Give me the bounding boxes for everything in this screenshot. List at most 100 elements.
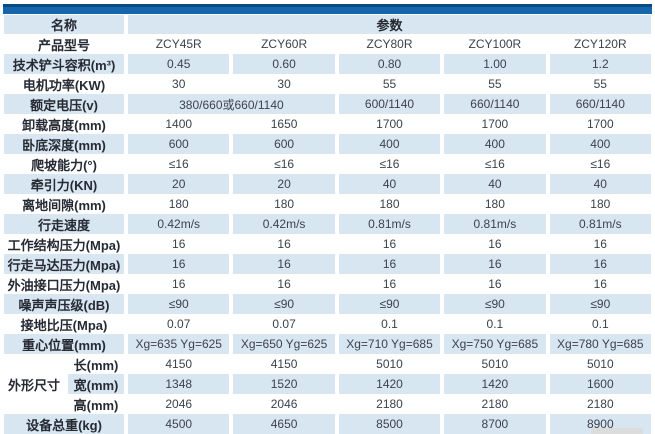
cell-value: 0.81m/s — [549, 214, 651, 234]
cell-value: 16 — [488, 237, 502, 251]
spec-table-body: 产品型号 ZCY45R ZCY60R ZCY80R ZCY100R ZCY120R 技术铲斗… — [4, 34, 651, 434]
cell-value: 8500 — [338, 414, 441, 434]
cell-value: 1700 — [481, 117, 509, 131]
cell-value: ≤90 — [128, 294, 230, 314]
spec-table: 名称 参数 产品型号 ZCY45R ZCY60R ZCY80R ZCY100R ZCY12… — [0, 15, 655, 434]
cell-value: 180 — [274, 197, 295, 211]
cell-value: Xg=780 Yg=685 — [549, 334, 651, 354]
table-header-row: 名称 参数 — [4, 15, 651, 34]
cell-value: 1700 — [586, 117, 614, 131]
row-label: 卸载高度(mm) — [22, 117, 106, 133]
cell-value: 30 — [172, 77, 186, 91]
table-row: 爬坡能力(°) ≤16 ≤16 ≤16 ≤16 ≤16 — [4, 154, 651, 174]
row-label: 电机功率(KW) — [22, 77, 106, 93]
row-label: 牵引力(KN) — [4, 174, 125, 194]
cell-value: ≤90 — [338, 294, 441, 314]
cell-value: 1420 — [444, 374, 546, 394]
cell-value: 4650 — [233, 414, 335, 434]
cell-value: 55 — [488, 77, 502, 91]
table-row: 宽(mm) 1348 1520 1420 1420 1600 — [4, 374, 651, 394]
cell-value: 1420 — [338, 374, 441, 394]
cell-value: 180 — [379, 197, 400, 211]
cell-value: 0.80 — [338, 54, 441, 74]
table-row: 额定电压(v) 380/660或660/1140 600/1140 660/1140 6… — [4, 94, 651, 114]
cell-value: 1.2 — [549, 54, 651, 74]
cell-value: Xg=635 Yg=625 — [128, 334, 230, 354]
product-model-cell: ZCY80R — [366, 37, 413, 51]
row-label: 产品型号 — [38, 37, 91, 53]
cell-value: 400 — [444, 134, 546, 154]
cell-value: 0.07 — [272, 317, 296, 331]
row-label: 额定电压(v) — [4, 94, 125, 114]
cell-value: 40 — [549, 174, 651, 194]
table-row: 噪声声压级(dB) ≤90 ≤90 ≤90 ≤90 ≤90 — [4, 294, 651, 314]
cell-value: ≤16 — [484, 157, 505, 171]
cell-value: ≤16 — [379, 157, 400, 171]
cell-value: 16 — [488, 277, 502, 291]
cell-value: 180 — [168, 197, 189, 211]
row-label: 长(mm) — [73, 357, 119, 373]
cell-value: 1.00 — [444, 54, 546, 74]
cell-value: 2180 — [586, 397, 614, 411]
corner-artifact — [591, 428, 643, 434]
cell-value: 0.42m/s — [128, 214, 230, 234]
row-label: 外油接口压力(Mpa) — [7, 277, 121, 293]
cell-value: ≤16 — [168, 157, 189, 171]
params-column-header: 参数 — [128, 15, 651, 34]
row-label: 高(mm) — [73, 397, 119, 413]
cell-value: 180 — [590, 197, 611, 211]
cell-value: 5010 — [586, 357, 614, 371]
cell-value: Xg=650 Yg=625 — [233, 334, 335, 354]
row-label: 工作结构压力(Mpa) — [7, 237, 121, 253]
cell-value: 16 — [382, 237, 397, 251]
cell-value: 0.45 — [128, 54, 230, 74]
cell-value: 0.81m/s — [444, 214, 546, 234]
table-row: 接地比压(Mpa) 0.07 0.07 0.1 0.1 0.1 — [4, 314, 651, 334]
row-label: 爬坡能力(°) — [31, 157, 97, 173]
cell-value: 20 — [233, 174, 335, 194]
cell-value: 400 — [338, 134, 441, 154]
table-row: 卧底深度(mm) 600 600 400 400 400 — [4, 134, 651, 154]
row-label: 行走速度 — [4, 214, 125, 234]
cell-value: 30 — [277, 77, 291, 91]
cell-value: ≤90 — [549, 294, 651, 314]
name-column-header: 名称 — [4, 15, 125, 34]
cell-value: 55 — [382, 77, 397, 91]
cell-value: 2180 — [481, 397, 509, 411]
cell-value: 1400 — [165, 117, 193, 131]
table-row: 外形尺寸 长(mm) 4150 4150 5010 5010 5010 — [4, 354, 651, 414]
top-accent-bar — [3, 4, 652, 14]
cell-value: 4150 — [165, 357, 193, 371]
cell-value: 2046 — [165, 397, 193, 411]
cell-value: 0.07 — [167, 317, 191, 331]
cell-value: 600/1140 — [338, 94, 441, 114]
cell-value: 55 — [593, 77, 607, 91]
product-model-cell: ZCY100R — [468, 37, 522, 51]
cell-value: 0.81m/s — [338, 214, 441, 234]
cell-value: 8700 — [444, 414, 546, 434]
cell-value: 16 — [128, 254, 230, 274]
cell-value: 16 — [277, 237, 291, 251]
table-row: 外油接口压力(Mpa) 16 16 16 16 16 — [4, 274, 651, 294]
cell-value: 16 — [172, 277, 186, 291]
row-label: 技术铲斗容积(m³) — [4, 54, 125, 74]
cell-value: 180 — [484, 197, 505, 211]
table-row: 电机功率(KW) 30 30 55 55 55 — [4, 74, 651, 94]
table-row: 离地间隙(mm) 180 180 180 180 180 — [4, 194, 651, 214]
cell-value: 400 — [549, 134, 651, 154]
cell-value: 16 — [277, 277, 291, 291]
table-row: 设备总重(kg) 4500 4650 8500 8700 8900 — [4, 414, 651, 434]
table-row: 重心位置(mm) Xg=635 Yg=625 Xg=650 Yg=625 Xg=710… — [4, 334, 651, 354]
cell-value: Xg=750 Yg=685 — [444, 334, 546, 354]
cell-value: 0.60 — [233, 54, 335, 74]
cell-value: 5010 — [481, 357, 509, 371]
cell-value: 1520 — [233, 374, 335, 394]
cell-value: 1348 — [128, 374, 230, 394]
row-label: 卧底深度(mm) — [4, 134, 125, 154]
table-row: 高(mm) 2046 2046 2180 2180 2180 — [4, 394, 651, 414]
cell-value: ≤90 — [444, 294, 546, 314]
cell-value: 40 — [444, 174, 546, 194]
cell-value: 16 — [233, 254, 335, 274]
cell-value: 380/660或660/1140 — [128, 94, 335, 114]
table-row: 产品型号 ZCY45R ZCY60R ZCY80R ZCY100R ZCY120R — [4, 34, 651, 54]
